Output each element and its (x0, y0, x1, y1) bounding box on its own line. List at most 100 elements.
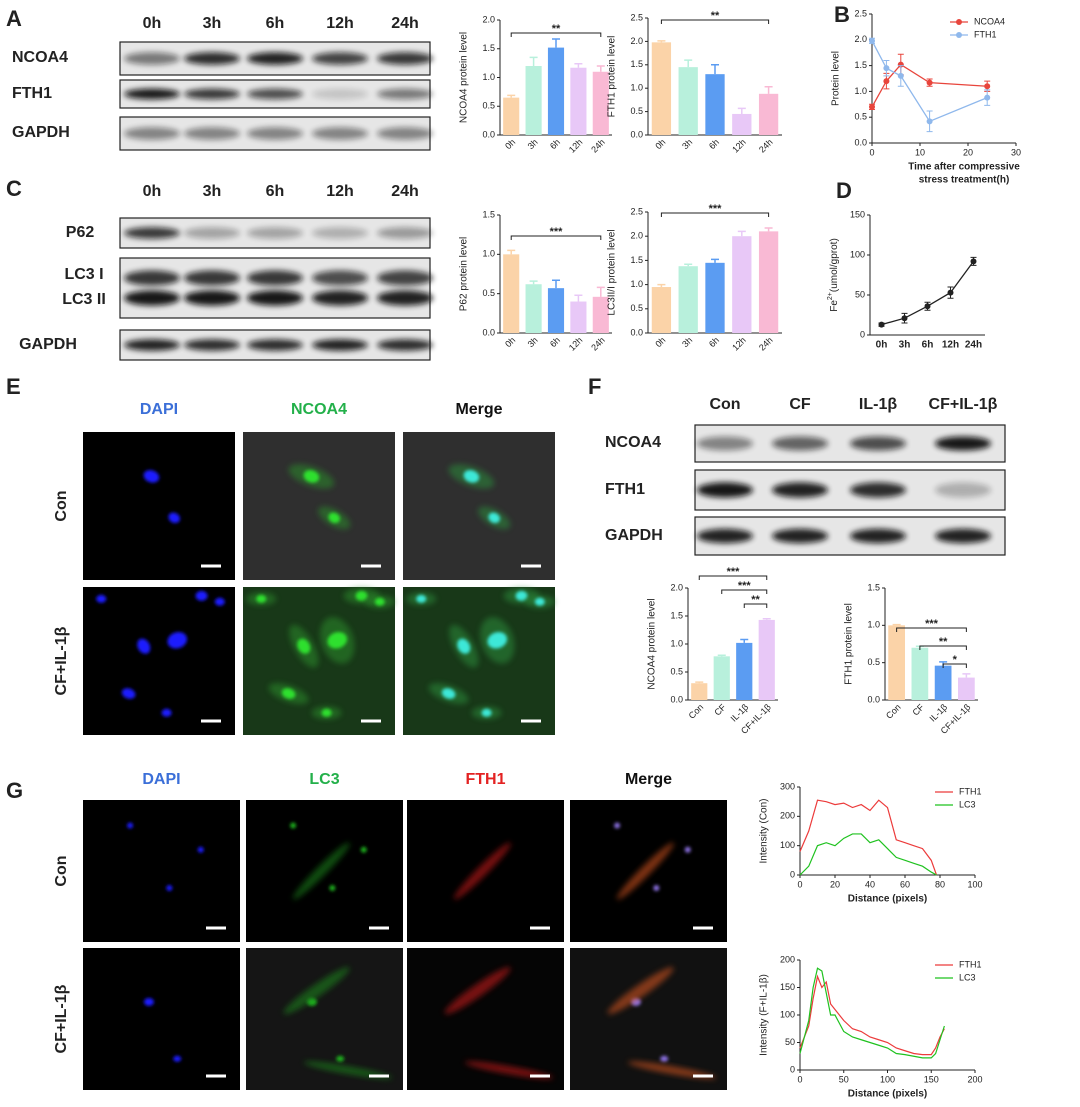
significance-bracket (698, 575, 768, 580)
y-tick-label: 2.5 (630, 12, 643, 22)
blot-column-label: IL-1β (859, 396, 897, 413)
blot-band (312, 88, 368, 100)
bar (934, 665, 952, 700)
blot-band (247, 290, 303, 306)
y-tick-label: 0.5 (867, 657, 880, 667)
cell-nucleus (660, 1055, 669, 1062)
cell-nucleus (281, 688, 296, 699)
bar (958, 677, 975, 700)
x-tick-label: 30 (1011, 147, 1021, 157)
y-tick-label: 1.5 (482, 43, 495, 53)
x-tick-label: 0 (869, 147, 874, 157)
y-tick-label: 0 (790, 869, 795, 879)
error-bar (695, 681, 704, 684)
bar (732, 236, 752, 333)
data-point (869, 37, 875, 44)
series-line (799, 799, 938, 876)
x-axis-label: stress treatment(h) (919, 175, 1010, 186)
error-bar (574, 62, 583, 68)
blot-column-label: 6h (266, 183, 285, 200)
x-tick-label: 6h (707, 137, 721, 151)
y-tick-label: 0.5 (482, 101, 495, 111)
significance-label: ** (939, 636, 948, 648)
cell-nucleus (534, 597, 545, 606)
legend-label: LC3 (959, 799, 976, 809)
x-tick-label: 40 (865, 879, 875, 889)
bar (758, 231, 779, 333)
y-axis-label: FTH1 protein level (844, 603, 855, 685)
data-point (924, 303, 931, 310)
error-bar (507, 249, 516, 255)
blot-band (697, 482, 753, 498)
cell-nucleus (515, 590, 528, 601)
error-bar (764, 86, 773, 94)
x-tick-label: 80 (935, 879, 945, 889)
y-tick-label: 50 (785, 1037, 795, 1047)
x-tick-label: 6h (922, 340, 934, 351)
error-bar (529, 280, 538, 285)
x-tick-label: 24h (757, 137, 775, 155)
series-line (799, 974, 945, 1056)
cell-nucleus (653, 885, 660, 892)
x-tick-label: 50 (839, 1074, 849, 1084)
y-tick-label: 1.5 (670, 610, 683, 620)
blot-band (772, 528, 828, 544)
significance-label: * (953, 654, 958, 666)
cell-nucleus (168, 512, 180, 524)
bar (547, 47, 565, 135)
data-point (869, 103, 875, 110)
y-tick-label: 0.0 (482, 327, 495, 337)
x-tick-label: 3h (680, 137, 694, 151)
x-tick-label: 0 (797, 879, 802, 889)
blot-band (184, 270, 240, 286)
y-tick-label: 1.0 (482, 249, 495, 259)
error-bar (574, 294, 583, 302)
data-point (926, 118, 933, 125)
y-axis-label: P62 protein level (459, 237, 470, 312)
y-axis-label-part: 2+ (827, 292, 834, 300)
legend-label: FTH1 (974, 29, 997, 39)
error-bar (737, 107, 746, 114)
legend-marker (956, 19, 962, 25)
blot-band (247, 339, 303, 351)
blot-band (377, 52, 433, 65)
blot-band (247, 270, 303, 286)
bar (651, 42, 672, 135)
panel-letter: C (6, 176, 22, 201)
data-point (878, 321, 885, 328)
blot-band (312, 290, 368, 306)
micrograph (83, 948, 240, 1090)
blot-frame (119, 257, 431, 319)
legend-label: FTH1 (959, 959, 982, 969)
y-tick-label: 0.0 (630, 129, 643, 139)
y-tick-label: 100 (780, 840, 795, 850)
y-tick-label: 1.5 (482, 209, 495, 219)
cell-nucleus (355, 590, 368, 601)
blot-band (312, 227, 368, 239)
error-bar (892, 623, 901, 626)
x-tick-label: 0h (503, 335, 517, 349)
bar (691, 683, 708, 700)
blot-band (184, 339, 240, 351)
blot-band (697, 436, 753, 451)
x-tick-label: 0h (876, 340, 888, 351)
significance-bracket (942, 663, 967, 668)
bar (592, 71, 609, 135)
y-tick-label: 1.0 (630, 279, 643, 289)
x-tick-label: 6h (707, 335, 721, 349)
cell-nucleus (290, 822, 297, 829)
data-point (984, 94, 991, 101)
y-axis-label-part: (umol/gprot) (829, 238, 840, 292)
significance-label: ** (751, 594, 760, 606)
cell-body (464, 1061, 554, 1079)
bar (547, 288, 565, 333)
x-tick-label: 10 (915, 147, 925, 157)
y-tick-label: 2.5 (854, 8, 867, 18)
micrograph-column-label: FTH1 (466, 771, 506, 788)
x-tick-label: 24h (757, 335, 775, 353)
blot-row-label: GAPDH (605, 527, 663, 544)
cell-body (303, 1061, 393, 1079)
y-tick-label: 0 (790, 1064, 795, 1074)
cell-nucleus (195, 590, 208, 601)
